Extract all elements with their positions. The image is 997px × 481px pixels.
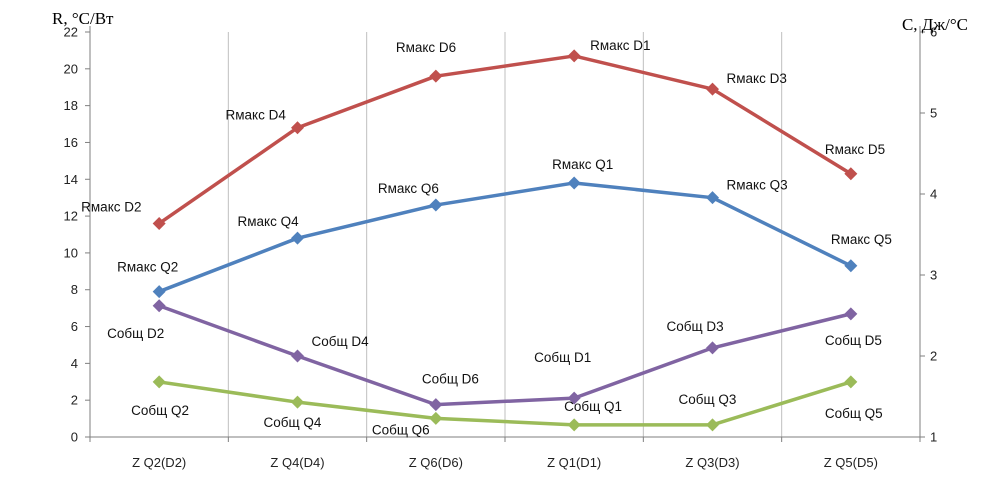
y-right-tick-label: 6 xyxy=(930,25,937,40)
series-line-4 xyxy=(158,380,852,427)
data-label: Cобщ Q1 xyxy=(564,399,622,414)
data-label: Cобщ Q5 xyxy=(825,406,883,421)
data-label: Rмакс Q4 xyxy=(238,214,300,229)
x-category-label: Z Q2(D2) xyxy=(132,455,186,470)
data-point-marker xyxy=(152,375,166,389)
data-label: Cобщ Q3 xyxy=(679,392,737,407)
y-left-tick-label: 18 xyxy=(64,98,78,113)
y-right-tick-label: 4 xyxy=(930,187,937,202)
data-point-marker xyxy=(567,176,581,190)
data-label: Rмакс D3 xyxy=(727,71,787,86)
data-point-marker xyxy=(429,69,443,83)
y-right-tick-label: 1 xyxy=(930,430,937,445)
data-label: Rмакс D5 xyxy=(825,142,885,157)
data-point-marker xyxy=(844,307,858,321)
data-point-marker xyxy=(706,191,719,205)
data-point-marker xyxy=(567,391,581,405)
data-label: Rмакс Q3 xyxy=(727,178,788,193)
y-left-tick-label: 2 xyxy=(71,393,78,408)
data-point-marker xyxy=(291,231,304,245)
data-point-marker xyxy=(844,375,858,389)
y-right-tick-label: 5 xyxy=(930,106,937,121)
data-point-marker xyxy=(291,349,304,363)
y-left-tick-label: 4 xyxy=(71,356,78,371)
data-label: Cобщ D4 xyxy=(312,334,370,349)
data-point-marker xyxy=(706,82,719,96)
data-point-marker xyxy=(429,398,443,412)
grid-layer xyxy=(227,32,783,437)
data-point-marker xyxy=(152,299,166,313)
data-label: Cобщ Q2 xyxy=(131,403,189,418)
y-left-tick-label: 12 xyxy=(64,209,78,224)
data-point-marker xyxy=(844,259,858,273)
y-left-tick-label: 10 xyxy=(64,245,78,260)
y-left-tick-label: 8 xyxy=(71,282,78,297)
series-layer xyxy=(152,49,858,432)
data-label: Cобщ D1 xyxy=(534,350,591,365)
data-point-marker xyxy=(844,167,858,181)
data-label: Rмакс D1 xyxy=(590,38,650,53)
data-label: Rмакс D4 xyxy=(226,108,287,123)
data-point-marker xyxy=(291,121,304,135)
data-point-marker xyxy=(706,418,719,432)
series-line-1 xyxy=(158,54,852,225)
data-label: Cобщ D3 xyxy=(667,319,724,334)
data-point-marker xyxy=(152,216,166,230)
data-label: Rмакс Q1 xyxy=(552,157,613,172)
y-left-tick-label: 20 xyxy=(64,61,78,76)
data-label: Rмакс Q2 xyxy=(117,260,178,275)
x-category-label: Z Q6(D6) xyxy=(409,455,463,470)
y-left-tick-label: 22 xyxy=(64,25,78,40)
data-point-marker xyxy=(429,198,443,212)
x-category-label: Z Q4(D4) xyxy=(270,455,324,470)
data-label: Cобщ Q4 xyxy=(264,415,322,430)
data-label: Cобщ D2 xyxy=(107,326,164,341)
data-label: Cобщ D5 xyxy=(825,333,882,348)
x-category-label: Z Q5(D5) xyxy=(824,455,878,470)
x-category-label: Z Q3(D3) xyxy=(685,455,739,470)
data-point-marker xyxy=(152,285,166,299)
series-line-2 xyxy=(158,181,852,294)
y-left-tick-label: 6 xyxy=(71,319,78,334)
y-right-tick-label: 2 xyxy=(930,349,937,364)
y-left-tick-label: 16 xyxy=(64,135,78,150)
data-label: Rмакс Q6 xyxy=(378,181,439,196)
data-label: Cобщ D6 xyxy=(422,372,479,387)
data-point-marker xyxy=(429,411,443,425)
data-label: Rмакс Q5 xyxy=(831,232,892,247)
labels-layer: Rмакс D2 Rмакс D4 Rмакс D6 Rмакс D1 Rмакс D3… xyxy=(81,38,892,437)
x-category-label: Z Q1(D1) xyxy=(547,455,601,470)
y-axis-right-title: C, Дж/°C xyxy=(902,15,968,34)
y-right-tick-label: 3 xyxy=(930,268,937,283)
data-point-marker xyxy=(706,341,719,355)
data-label: Rмакс D2 xyxy=(81,199,141,214)
y-axis-left-title: R, °C/Вт xyxy=(52,9,114,28)
y-left-tick-label: 0 xyxy=(71,430,78,445)
data-point-marker xyxy=(567,418,581,432)
data-point-marker xyxy=(567,49,581,63)
data-point-marker xyxy=(291,395,304,409)
data-label: Cобщ Q6 xyxy=(372,422,430,437)
data-label: Rмакс D6 xyxy=(396,40,456,55)
y-left-tick-label: 14 xyxy=(64,172,78,187)
series-line-3 xyxy=(158,304,852,407)
